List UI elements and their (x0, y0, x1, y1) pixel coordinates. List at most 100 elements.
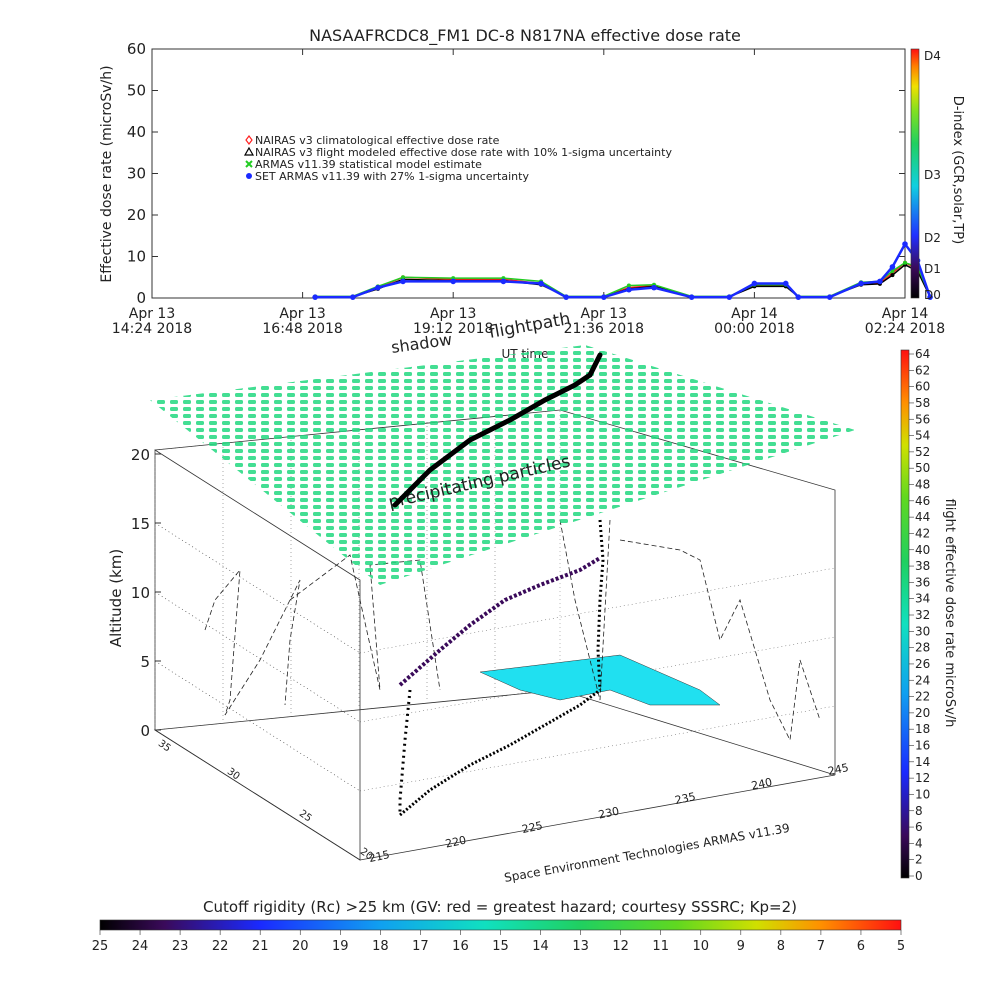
cutoff-tick-label: 19 (332, 939, 349, 954)
legend-label: NAIRAS v3 climatological effective dose … (255, 134, 500, 147)
y-tick-label: 60 (127, 40, 146, 58)
cutoff-tick-label: 13 (572, 939, 589, 954)
dindex-colorbar (910, 48, 920, 299)
x-tick-label-time: 16:48 2018 (262, 321, 342, 337)
grid-line (154, 591, 361, 723)
cutoff-tick-label: 14 (532, 939, 549, 954)
altitude-axis: 0 5 10 15 20 (131, 446, 161, 740)
legend-marker (243, 146, 255, 156)
data-point (903, 260, 907, 265)
longitude-tick-label: 245 (827, 761, 850, 778)
dose-rate-tick-label: 6 (915, 820, 923, 834)
cutoff-tick-label: 18 (372, 939, 389, 954)
longitude-tick-label: 230 (597, 805, 620, 822)
x-tick-label-time: 02:24 2018 (865, 321, 945, 337)
dose-rate-tick-label: 28 (915, 641, 930, 655)
dose-rate-tick-label: 60 (915, 380, 930, 394)
data-point (858, 280, 864, 287)
cutoff-rigidity-ticks: 25 24 23 22 21 20 19 18 17 16 15 14 13 12 11 10 9 8 7 6 5 (92, 930, 905, 954)
cutoff-tick-label: 23 (172, 939, 189, 954)
dose-rate-tick-label: 4 (915, 836, 923, 850)
grid-line (154, 522, 361, 654)
data-point (889, 264, 896, 270)
x-tick-label-date: Apr 13 (430, 306, 476, 322)
flight-path-mid (398, 556, 602, 687)
data-point (401, 275, 405, 280)
dindex-label: D1 (924, 262, 941, 276)
altitude-tick-label: 15 (131, 515, 150, 533)
cutoff-tick-label: 24 (132, 939, 149, 954)
data-point (538, 280, 544, 287)
cutoff-tick-label: 10 (692, 939, 709, 954)
x-tick-label-date: Apr 13 (581, 306, 627, 322)
data-point (400, 278, 406, 285)
data-point (626, 283, 631, 288)
grid-line (154, 660, 361, 792)
data-point (450, 278, 457, 285)
cutoff-tick-label: 6 (857, 939, 865, 954)
top-y-axis-label: Effective dose rate (microSv/h) (99, 65, 115, 282)
longitude-tick-label: 225 (521, 819, 544, 836)
dose-rate-tick-label: 54 (915, 429, 930, 443)
longitude-tick-label: 240 (750, 776, 773, 793)
dindex-ticks: D0 D1 D2 D3 D4 (924, 49, 941, 302)
altitude-tick-label: 10 (131, 584, 150, 602)
dose-rate-tick-label: 50 (915, 461, 930, 475)
data-point (927, 294, 933, 300)
chart-title: NASAAFRCDC8_FM1 DC-8 N817NA effective do… (309, 26, 741, 46)
altitude-tick-label: 0 (140, 722, 150, 740)
dose-rate-tick-label: 16 (915, 739, 930, 753)
data-point (375, 284, 381, 291)
dose-rate-tick-label: 58 (915, 396, 930, 410)
x-tick-label-time: 14:24 2018 (112, 321, 192, 337)
y-tick-label: 0 (136, 289, 146, 307)
cutoff-tick-label: 17 (412, 939, 429, 954)
dose-rate-tick-label: 26 (915, 657, 930, 671)
dose-rate-tick-label: 40 (915, 543, 930, 557)
data-point (350, 294, 356, 300)
shadow-curves (204, 519, 821, 742)
cutoff-tick-label: 5 (897, 939, 905, 954)
legend: NAIRAS v3 climatological effective dose … (243, 134, 672, 183)
legend-marker (245, 160, 253, 168)
dose-rate-tick-label: 10 (915, 787, 930, 801)
dose-rate-tick-label: 12 (915, 771, 930, 785)
dose-rate-tick-label: 22 (915, 690, 930, 704)
data-point (626, 286, 632, 293)
dindex-label: D0 (924, 288, 941, 302)
dose-rate-tick-label: 46 (915, 494, 930, 508)
data-point (312, 294, 318, 300)
altitude-tick-label: 20 (131, 446, 150, 464)
flight-path-top (392, 352, 603, 508)
x-tick-label-date: Apr 14 (882, 306, 929, 322)
cutoff-tick-label: 8 (777, 939, 785, 954)
x-tick-label-time: 19:12 2018 (413, 321, 493, 337)
data-point (795, 294, 802, 300)
cutoff-tick-label: 16 (452, 939, 469, 954)
flight-path-floor (399, 688, 601, 817)
cutoff-rigidity-title: Cutoff rigidity (Rc) >25 km (GV: red = g… (203, 898, 797, 916)
data-point (651, 284, 657, 291)
flight-path (392, 352, 605, 817)
data-point (601, 294, 607, 300)
legend-marker (245, 135, 253, 145)
longitude-tick-label: 235 (674, 790, 697, 807)
grid-line (359, 636, 836, 723)
dose-rate-tick-label: 8 (915, 804, 923, 818)
cutoff-tick-label: 22 (212, 939, 229, 954)
x-tick-label-date: Apr 13 (129, 306, 175, 322)
dose-rate-tick-label: 30 (915, 624, 930, 638)
dose-rate-tick-label: 64 (915, 347, 930, 361)
dose-rate-colorbar-title: flight effective dose rate microSv/h (942, 499, 957, 728)
data-point (890, 273, 895, 278)
x-tick-label-date: Apr 14 (731, 306, 778, 322)
dose-rate-tick-label: 36 (915, 575, 930, 589)
cutoff-tick-label: 21 (252, 939, 269, 954)
legend-label: NAIRAS v3 flight modeled effective dose … (255, 146, 672, 159)
longitude-tick-label: 220 (444, 834, 467, 851)
dose-rate-tick-label: 18 (915, 722, 930, 736)
flight-path-descent (398, 689, 412, 815)
